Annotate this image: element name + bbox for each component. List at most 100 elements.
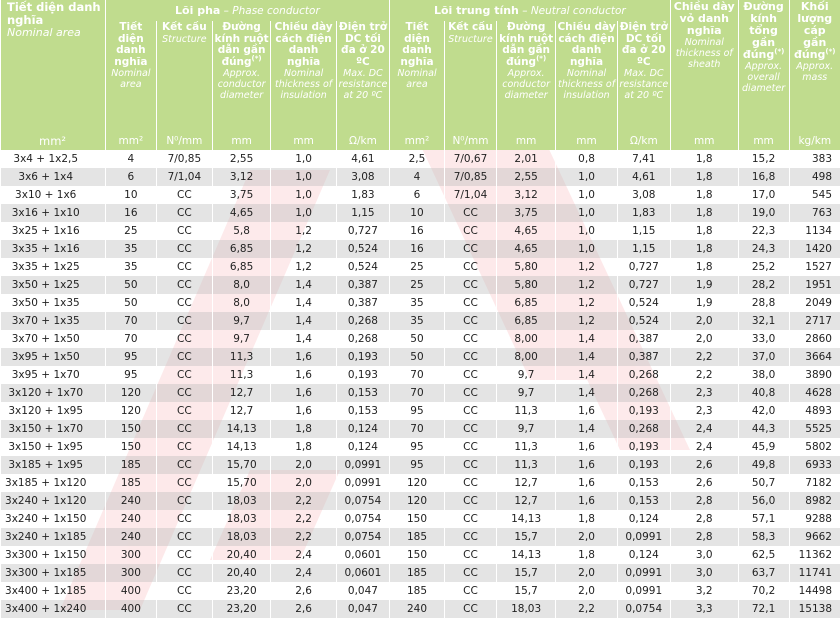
- table-cell: 17,0: [738, 186, 789, 204]
- table-cell: 10: [105, 186, 156, 204]
- table-cell: 0,047: [336, 600, 389, 618]
- table-cell: 1,4: [556, 330, 617, 348]
- table-cell: 5,80: [496, 276, 555, 294]
- table-cell: 3x150 + 1x70: [1, 420, 106, 438]
- table-cell: CC: [156, 186, 212, 204]
- table-cell: 0,0991: [336, 456, 389, 474]
- unit-cell: mm: [738, 132, 789, 150]
- table-cell: 0,193: [617, 438, 670, 456]
- table-cell: CC: [445, 258, 497, 276]
- table-cell: CC: [445, 600, 497, 618]
- table-cell: 2,0: [556, 528, 617, 546]
- table-cell: 1,9: [670, 276, 738, 294]
- table-cell: 2,5: [389, 150, 444, 168]
- unit-cell: mm: [670, 132, 738, 150]
- table-cell: 0,0754: [336, 510, 389, 528]
- table-cell: 3x300 + 1x150: [1, 546, 106, 564]
- table-cell: CC: [445, 348, 497, 366]
- table-cell: 3x95 + 1x70: [1, 366, 106, 384]
- table-cell: 12,7: [212, 384, 270, 402]
- table-cell: 3,12: [496, 186, 555, 204]
- table-cell: 2,2: [670, 348, 738, 366]
- unit-cell: mm: [556, 132, 617, 150]
- table-cell: 50: [389, 330, 444, 348]
- table-cell: 16: [105, 204, 156, 222]
- table-cell: CC: [445, 492, 497, 510]
- table-cell: 1,0: [556, 186, 617, 204]
- table-cell: 3890: [789, 366, 840, 384]
- table-cell: 2,3: [670, 384, 738, 402]
- table-cell: 0,387: [617, 348, 670, 366]
- table-cell: CC: [156, 564, 212, 582]
- table-cell: 2,55: [212, 150, 270, 168]
- table-cell: 1,2: [556, 294, 617, 312]
- table-cell: 12,7: [496, 492, 555, 510]
- table-cell: 2,6: [670, 456, 738, 474]
- table-cell: 2,4: [670, 438, 738, 456]
- table-cell: CC: [445, 438, 497, 456]
- table-cell: 1,4: [556, 348, 617, 366]
- table-cell: 1134: [789, 222, 840, 240]
- table-cell: 7/1,04: [156, 168, 212, 186]
- table-cell: 120: [389, 474, 444, 492]
- table-cell: 4,61: [336, 150, 389, 168]
- header-sheath-thickness: Chiều dày vỏ danh nghĩa Nominal thicknes…: [670, 0, 738, 132]
- table-cell: 0,0754: [617, 600, 670, 618]
- table-cell: 15138: [789, 600, 840, 618]
- table-cell: CC: [156, 420, 212, 438]
- table-cell: CC: [156, 384, 212, 402]
- table-cell: 185: [389, 582, 444, 600]
- table-cell: 1,6: [271, 402, 337, 420]
- table-cell: 9288: [789, 510, 840, 528]
- table-cell: 5,80: [496, 258, 555, 276]
- table-cell: 1,2: [271, 222, 337, 240]
- table-cell: CC: [445, 366, 497, 384]
- header-nominal-area: Tiết diện danh nghĩa Nominal area: [1, 0, 106, 132]
- table-cell: 3,75: [212, 186, 270, 204]
- table-cell: 0,193: [336, 366, 389, 384]
- table-cell: 0,524: [617, 294, 670, 312]
- table-cell: 1,8: [271, 438, 337, 456]
- table-cell: CC: [445, 546, 497, 564]
- table-cell: 1,8: [556, 510, 617, 528]
- table-cell: 1,4: [556, 384, 617, 402]
- table-cell: 3,08: [617, 186, 670, 204]
- table-cell: CC: [445, 582, 497, 600]
- table-cell: 0,153: [336, 384, 389, 402]
- table-cell: 2,01: [496, 150, 555, 168]
- table-cell: 2,6: [670, 474, 738, 492]
- table-cell: 185: [389, 564, 444, 582]
- table-cell: 0,727: [617, 258, 670, 276]
- table-cell: 0,124: [617, 546, 670, 564]
- table-cell: 0,727: [336, 222, 389, 240]
- table-cell: 1,0: [271, 168, 337, 186]
- table-cell: 12,7: [496, 474, 555, 492]
- table-cell: 3x95 + 1x50: [1, 348, 106, 366]
- table-cell: 1951: [789, 276, 840, 294]
- table-cell: 1,0: [556, 168, 617, 186]
- table-cell: 0,268: [617, 420, 670, 438]
- table-cell: 3x35 + 1x16: [1, 240, 106, 258]
- table-cell: 0,0991: [617, 582, 670, 600]
- table-cell: 3,08: [336, 168, 389, 186]
- table-cell: 2717: [789, 312, 840, 330]
- table-cell: 0,524: [336, 240, 389, 258]
- table-cell: 50: [389, 348, 444, 366]
- table-cell: 40,8: [738, 384, 789, 402]
- table-cell: 2,4: [271, 564, 337, 582]
- table-cell: 35: [105, 258, 156, 276]
- table-cell: 50: [105, 294, 156, 312]
- table-cell: 9,7: [496, 420, 555, 438]
- table-cell: 3x70 + 1x35: [1, 312, 106, 330]
- unit-cell: mm²: [1, 132, 106, 150]
- table-cell: 15,2: [738, 150, 789, 168]
- table-cell: 57,1: [738, 510, 789, 528]
- table-cell: 150: [105, 420, 156, 438]
